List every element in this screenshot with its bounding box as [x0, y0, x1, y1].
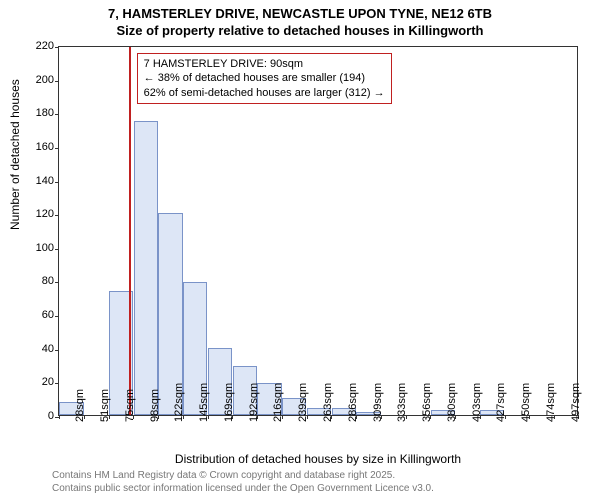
y-tick-mark [55, 114, 59, 115]
annotation-line-2: ← 38% of detached houses are smaller (19… [144, 71, 385, 85]
x-tick-label: 145sqm [198, 383, 210, 422]
y-tick-mark [55, 215, 59, 216]
x-tick-label: 263sqm [322, 383, 334, 422]
subject-marker-line [129, 47, 131, 415]
y-tick-mark [55, 350, 59, 351]
y-tick-label: 0 [24, 410, 54, 422]
x-tick-label: 309sqm [372, 383, 384, 422]
y-tick-label: 220 [24, 40, 54, 52]
y-tick-label: 100 [24, 242, 54, 254]
x-tick-label: 450sqm [520, 383, 532, 422]
y-tick-label: 20 [24, 376, 54, 388]
y-tick-mark [55, 148, 59, 149]
y-tick-mark [55, 182, 59, 183]
x-tick-label: 98sqm [149, 389, 161, 422]
x-tick-label: 380sqm [446, 383, 458, 422]
x-tick-label: 427sqm [495, 383, 507, 422]
y-tick-label: 40 [24, 343, 54, 355]
x-tick-label: 216sqm [272, 383, 284, 422]
y-tick-label: 200 [24, 74, 54, 86]
y-tick-mark [55, 47, 59, 48]
title-line-1: 7, HAMSTERLEY DRIVE, NEWCASTLE UPON TYNE… [0, 6, 600, 23]
x-tick-label: 356sqm [421, 383, 433, 422]
plot-area: 7 HAMSTERLEY DRIVE: 90sqm← 38% of detach… [58, 46, 578, 416]
y-tick-mark [55, 316, 59, 317]
y-tick-mark [55, 81, 59, 82]
x-tick-label: 192sqm [248, 383, 260, 422]
x-tick-label: 239sqm [297, 383, 309, 422]
y-tick-label: 160 [24, 141, 54, 153]
x-tick-label: 474sqm [545, 383, 557, 422]
y-tick-mark [55, 249, 59, 250]
y-tick-mark [55, 383, 59, 384]
annotation-line-1: 7 HAMSTERLEY DRIVE: 90sqm [144, 57, 385, 71]
x-tick-label: 497sqm [570, 383, 582, 422]
y-tick-label: 80 [24, 275, 54, 287]
x-tick-label: 286sqm [347, 383, 359, 422]
x-tick-label: 333sqm [396, 383, 408, 422]
x-axis-label: Distribution of detached houses by size … [58, 452, 578, 466]
x-tick-label: 122sqm [173, 383, 185, 422]
annotation-box: 7 HAMSTERLEY DRIVE: 90sqm← 38% of detach… [137, 53, 392, 104]
attribution: Contains HM Land Registry data © Crown c… [52, 470, 434, 495]
y-tick-label: 120 [24, 208, 54, 220]
y-axis-label: Number of detached houses [8, 79, 22, 230]
chart-container: 7, HAMSTERLEY DRIVE, NEWCASTLE UPON TYNE… [0, 0, 600, 500]
chart-title: 7, HAMSTERLEY DRIVE, NEWCASTLE UPON TYNE… [0, 0, 600, 40]
y-tick-label: 140 [24, 175, 54, 187]
annotation-line-3: 62% of semi-detached houses are larger (… [144, 86, 385, 100]
histogram-bar [134, 121, 158, 415]
x-tick-label: 75sqm [124, 389, 136, 422]
x-tick-label: 169sqm [223, 383, 235, 422]
attribution-line-2: Contains public sector information licen… [52, 483, 434, 496]
y-tick-label: 180 [24, 107, 54, 119]
y-tick-label: 60 [24, 309, 54, 321]
x-tick-label: 51sqm [99, 389, 111, 422]
y-tick-mark [55, 282, 59, 283]
x-tick-label: 28sqm [74, 389, 86, 422]
attribution-line-1: Contains HM Land Registry data © Crown c… [52, 470, 434, 483]
x-tick-label: 403sqm [471, 383, 483, 422]
x-tick-mark [59, 415, 60, 419]
title-line-2: Size of property relative to detached ho… [0, 23, 600, 40]
